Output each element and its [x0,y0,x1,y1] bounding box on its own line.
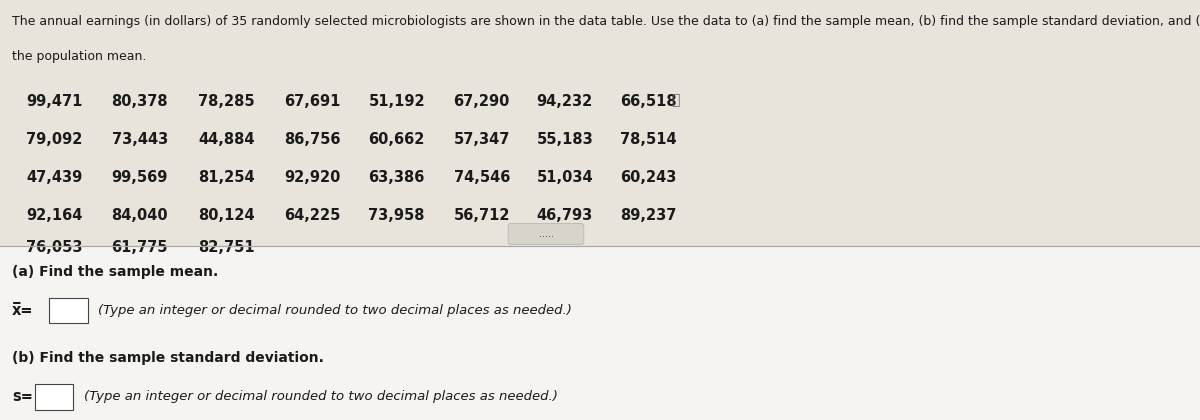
Text: 81,254: 81,254 [198,170,254,185]
FancyBboxPatch shape [49,298,88,323]
Text: 84,040: 84,040 [112,208,168,223]
Bar [0,246,1200,420]
Text: 64,225: 64,225 [284,208,341,223]
Text: 92,164: 92,164 [26,208,83,223]
Text: ⎘: ⎘ [671,93,679,107]
Text: 60,243: 60,243 [620,170,677,185]
Text: The annual earnings (in dollars) of 35 randomly selected microbiologists are sho: The annual earnings (in dollars) of 35 r… [12,15,1200,28]
Text: 67,691: 67,691 [284,94,341,110]
Text: 55,183: 55,183 [536,132,593,147]
Bar [0,0,1200,246]
Text: 78,514: 78,514 [620,132,677,147]
Text: 99,569: 99,569 [112,170,168,185]
Text: 46,793: 46,793 [536,208,593,223]
Text: 73,443: 73,443 [112,132,168,147]
Text: (Type an integer or decimal rounded to two decimal places as needed.): (Type an integer or decimal rounded to t… [98,304,572,317]
FancyBboxPatch shape [35,384,73,410]
Text: 66,518: 66,518 [620,94,677,110]
Text: 67,290: 67,290 [454,94,510,110]
Text: 51,192: 51,192 [368,94,425,110]
Text: s=: s= [12,389,32,404]
Text: 89,237: 89,237 [620,208,677,223]
Text: the population mean.: the population mean. [12,50,146,63]
Text: 73,958: 73,958 [368,208,425,223]
Text: 80,378: 80,378 [112,94,168,110]
Text: 60,662: 60,662 [368,132,425,147]
Text: 79,092: 79,092 [26,132,83,147]
Text: (Type an integer or decimal rounded to two decimal places as needed.): (Type an integer or decimal rounded to t… [84,391,558,403]
Text: 61,775: 61,775 [112,240,168,255]
Text: 82,751: 82,751 [198,240,254,255]
Text: 51,034: 51,034 [536,170,593,185]
Text: (b) Find the sample standard deviation.: (b) Find the sample standard deviation. [12,351,324,365]
Text: 78,285: 78,285 [198,94,254,110]
Text: 86,756: 86,756 [284,132,341,147]
Text: 56,712: 56,712 [454,208,510,223]
Text: (a) Find the sample mean.: (a) Find the sample mean. [12,265,218,278]
Text: 57,347: 57,347 [454,132,510,147]
Text: .....: ..... [539,229,553,239]
Text: 47,439: 47,439 [26,170,83,185]
Text: 92,920: 92,920 [284,170,341,185]
FancyBboxPatch shape [509,223,583,244]
Text: 80,124: 80,124 [198,208,254,223]
Text: 76,053: 76,053 [26,240,83,255]
Text: 44,884: 44,884 [198,132,254,147]
Text: 99,471: 99,471 [26,94,83,110]
Text: x̅=: x̅= [12,303,34,318]
Text: 63,386: 63,386 [368,170,425,185]
Text: 94,232: 94,232 [536,94,593,110]
Text: 74,546: 74,546 [454,170,510,185]
